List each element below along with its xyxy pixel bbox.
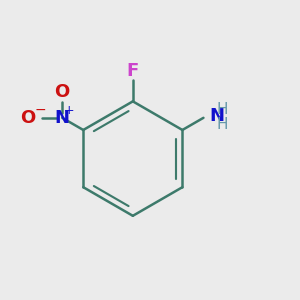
Text: −: −	[35, 103, 46, 117]
Text: F: F	[127, 62, 139, 80]
Text: N: N	[209, 107, 224, 125]
Text: O: O	[20, 109, 35, 127]
Text: +: +	[64, 104, 75, 117]
Text: H: H	[216, 102, 228, 117]
Text: N: N	[55, 109, 70, 127]
Text: H: H	[216, 117, 228, 132]
Text: O: O	[55, 83, 70, 101]
